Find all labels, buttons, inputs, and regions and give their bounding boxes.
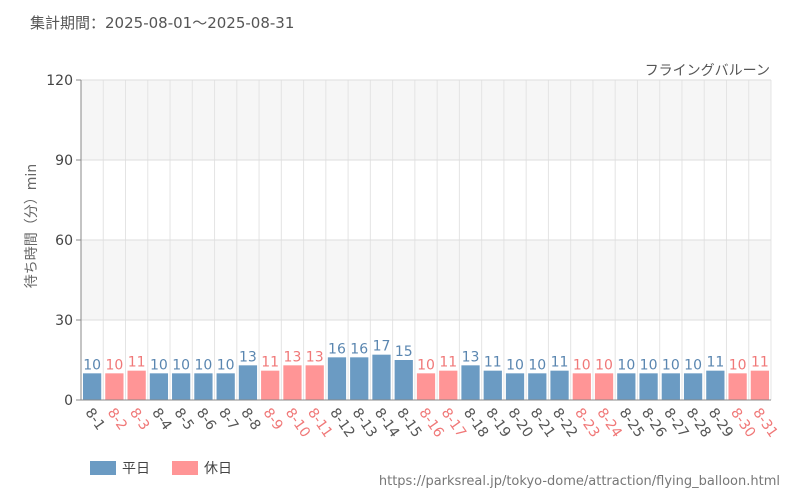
bar[interactable]: [617, 373, 636, 400]
bar-value-label: 10: [83, 357, 101, 373]
x-tick-labels: 8-18-28-38-48-58-68-78-88-98-108-118-128…: [82, 405, 781, 440]
bar[interactable]: [105, 373, 124, 400]
bar-value-label: 11: [439, 355, 457, 371]
x-tick-label: 8-5: [171, 405, 197, 433]
y-tick-label: 90: [55, 153, 73, 169]
y-tick-label: 120: [46, 73, 73, 89]
bar-value-label: 10: [573, 357, 591, 373]
y-tick-label: 30: [55, 313, 73, 329]
x-tick-label: 8-7: [215, 405, 241, 433]
bar[interactable]: [439, 370, 458, 400]
bar[interactable]: [394, 360, 413, 400]
legend-item-holiday[interactable]: 休日: [172, 458, 232, 478]
bar-value-label: 10: [729, 357, 747, 373]
bar[interactable]: [305, 365, 324, 400]
bar-value-label: 13: [284, 349, 302, 365]
plot-band: [81, 80, 771, 160]
bar-value-label: 13: [306, 349, 324, 365]
bar-value-label: 10: [506, 357, 524, 373]
x-tick-label: 8-6: [193, 405, 219, 433]
legend-swatch-weekday: [90, 461, 116, 475]
x-tick-label: 8-31: [749, 405, 780, 440]
y-tick-labels: 0 30 60 90 120: [46, 73, 81, 409]
bar[interactable]: [327, 357, 347, 400]
bar-value-label: 10: [662, 357, 680, 373]
period-value: 2025-08-01～2025-08-31: [105, 14, 295, 32]
legend-label-holiday: 休日: [204, 461, 232, 477]
bar[interactable]: [127, 370, 146, 400]
source-url[interactable]: https://parksreal.jp/tokyo-dome/attracti…: [378, 474, 780, 489]
collection-period: 集計期間：2025-08-01～2025-08-31: [30, 12, 294, 33]
y-tick-label: 60: [55, 233, 73, 249]
bar-value-label: 10: [172, 357, 190, 373]
bar-value-label: 10: [417, 357, 435, 373]
bar-value-label: 10: [595, 357, 613, 373]
bar[interactable]: [172, 373, 191, 400]
x-tick-label: 8-2: [104, 405, 130, 433]
bar[interactable]: [194, 373, 213, 400]
bar-value-label: 13: [462, 349, 480, 365]
x-tick-label: 8-9: [260, 405, 286, 433]
bar[interactable]: [149, 373, 169, 400]
bar-value-label: 10: [150, 357, 168, 373]
bar[interactable]: [639, 373, 658, 400]
bar[interactable]: [528, 373, 547, 400]
legend-label-weekday: 平日: [122, 461, 150, 477]
y-tick-label: 0: [64, 393, 73, 409]
bar-value-label: 10: [684, 357, 702, 373]
bar-value-label: 10: [528, 357, 546, 373]
bar[interactable]: [483, 370, 502, 400]
bar-value-label: 10: [217, 357, 235, 373]
bar[interactable]: [661, 373, 680, 400]
bar[interactable]: [550, 370, 569, 400]
bar[interactable]: [283, 365, 302, 400]
bar[interactable]: [505, 373, 525, 400]
bar-value-label: 10: [105, 357, 123, 373]
horizontal-gridlines: [81, 79, 771, 321]
bar[interactable]: [350, 357, 369, 400]
period-label: 集計期間：: [30, 14, 106, 32]
bar-value-label: 11: [751, 355, 769, 371]
bar-value-label: 10: [617, 357, 635, 373]
legend-swatch-holiday: [172, 461, 198, 475]
bar-value-label: 16: [328, 341, 346, 357]
y-axis-label: 待ち時間（分）min: [24, 164, 40, 288]
bar-value-label: 11: [128, 355, 146, 371]
x-tick-label: 8-3: [126, 405, 152, 433]
chart-title: フライングバルーン: [645, 63, 770, 79]
bar-value-label: 11: [484, 355, 502, 371]
bar-value-label: 13: [239, 349, 257, 365]
x-tick-label: 8-4: [148, 405, 174, 433]
bar[interactable]: [372, 354, 391, 400]
plot-band: [81, 240, 771, 320]
bar-value-label: 10: [195, 357, 213, 373]
bar[interactable]: [572, 373, 591, 400]
bar-value-label: 11: [551, 355, 569, 371]
bar[interactable]: [706, 370, 725, 400]
bar[interactable]: [238, 365, 258, 400]
bar[interactable]: [216, 373, 235, 400]
bar-value-label: 11: [261, 355, 279, 371]
x-tick-label: 8-1: [82, 405, 108, 433]
bar[interactable]: [83, 373, 102, 400]
bar-value-label: 10: [640, 357, 658, 373]
bar[interactable]: [594, 373, 614, 400]
legend-item-weekday[interactable]: 平日: [90, 458, 150, 478]
bar-value-label: 15: [395, 344, 413, 360]
bar-value-label: 16: [350, 341, 368, 357]
plot-band: [81, 160, 771, 240]
bar[interactable]: [261, 370, 280, 400]
bar[interactable]: [416, 373, 436, 400]
x-tick-label: 8-8: [237, 405, 263, 433]
bar[interactable]: [728, 373, 747, 400]
bar[interactable]: [750, 370, 769, 400]
bars: [83, 354, 769, 400]
bar[interactable]: [683, 373, 703, 400]
bar-value-label: 11: [706, 355, 724, 371]
bar[interactable]: [461, 365, 480, 400]
legend: 平日 休日: [90, 458, 254, 478]
bar-value-label: 17: [373, 339, 391, 355]
